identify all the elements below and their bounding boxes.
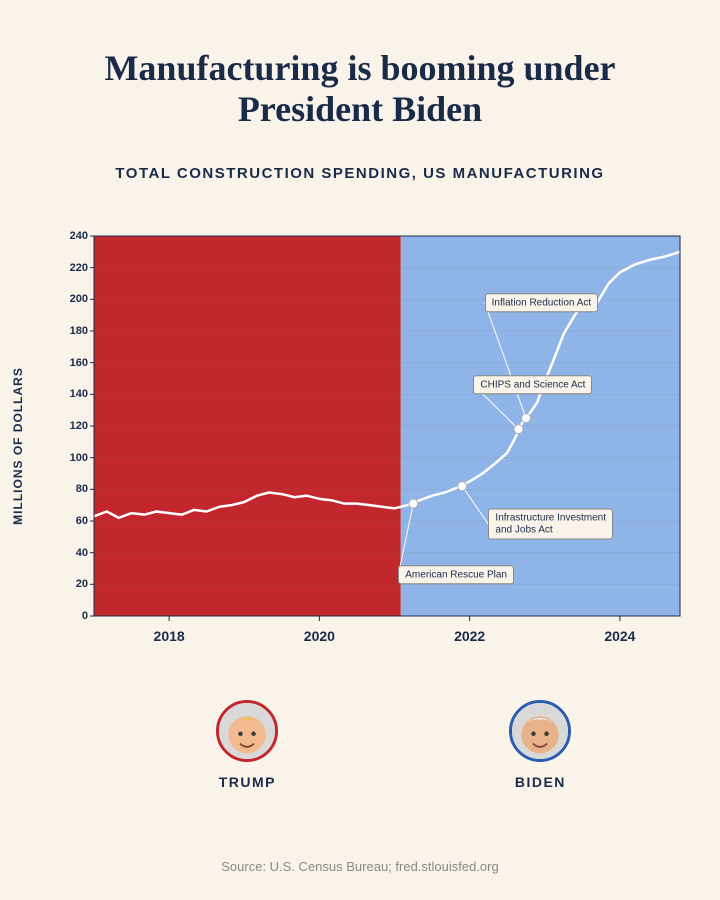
- y-tick-label: 240: [70, 230, 88, 242]
- legend-row: TRUMP BIDEN: [0, 700, 720, 830]
- chart-title: Manufacturing is booming under President…: [0, 0, 720, 141]
- y-tick-label: 180: [70, 325, 88, 337]
- x-tick-label: 2024: [604, 628, 635, 644]
- y-tick-label: 220: [70, 262, 88, 274]
- x-tick-label: 2022: [454, 628, 485, 644]
- y-tick-label: 160: [70, 357, 88, 369]
- x-tick-label: 2018: [154, 628, 185, 644]
- y-tick-label: 120: [70, 420, 88, 432]
- annotation-label: American Rescue Plan: [398, 565, 514, 585]
- y-tick-label: 100: [70, 452, 88, 464]
- avatar-label-trump: TRUMP: [219, 774, 276, 790]
- y-tick-label: 140: [70, 388, 88, 400]
- y-tick-label: 0: [82, 610, 88, 622]
- chart-subtitle: TOTAL CONSTRUCTION SPENDING, US MANUFACT…: [0, 165, 720, 182]
- chart-area: MILLIONS OF DOLLARS 02040608010012014016…: [60, 236, 680, 656]
- x-tick-label: 2020: [304, 628, 335, 644]
- avatar-biden: [509, 700, 571, 762]
- avatar-label-biden: BIDEN: [515, 774, 566, 790]
- annotation-label: Inflation Reduction Act: [485, 293, 599, 313]
- y-tick-label: 40: [76, 547, 88, 559]
- source-text: Source: U.S. Census Bureau; fred.stlouis…: [0, 859, 720, 874]
- y-tick-label: 20: [76, 578, 88, 590]
- y-tick-label: 80: [76, 483, 88, 495]
- y-axis-label: MILLIONS OF DOLLARS: [11, 367, 25, 525]
- y-tick-label: 200: [70, 293, 88, 305]
- annotation-label: Infrastructure Investmentand Jobs Act: [488, 509, 613, 540]
- plot-area: 0204060801001201401601802002202402018202…: [94, 236, 680, 616]
- avatar-trump: [216, 700, 278, 762]
- annotation-label: CHIPS and Science Act: [473, 375, 592, 395]
- y-tick-label: 60: [76, 515, 88, 527]
